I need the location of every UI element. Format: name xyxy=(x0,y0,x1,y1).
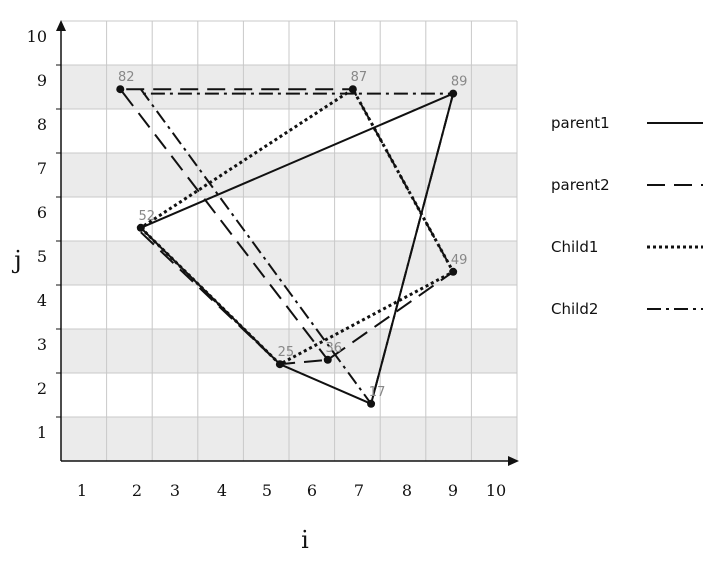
node-marker xyxy=(116,85,125,94)
x-tick-label: 9 xyxy=(448,481,458,500)
node-marker xyxy=(367,399,376,408)
y-tick-label: 6 xyxy=(37,203,47,222)
x-axis-title: i xyxy=(301,526,309,554)
x-tick-label: 7 xyxy=(354,481,364,500)
x-tick-label: 6 xyxy=(307,481,317,500)
x-tick-labels: 1 2 3 4 5 6 7 8 9 10 xyxy=(77,481,506,500)
x-tick-label: 4 xyxy=(217,481,227,500)
legend-label: parent2 xyxy=(551,176,610,194)
x-tick-label: 10 xyxy=(486,481,506,500)
y-axis-title: j xyxy=(11,246,21,274)
legend-label: Child1 xyxy=(551,238,598,256)
node-label: 17 xyxy=(369,385,386,400)
y-tick-label: 9 xyxy=(37,71,47,90)
x-tick-label: 1 xyxy=(77,481,87,500)
legend-label: parent1 xyxy=(551,114,610,132)
node-marker xyxy=(323,355,332,364)
x-axis-arrow xyxy=(508,456,519,466)
series-parent2 xyxy=(119,88,455,366)
y-axis-arrow xyxy=(56,20,66,31)
y-tick-label: 4 xyxy=(37,291,47,310)
plot-axes xyxy=(56,20,519,466)
y-tick-label: 5 xyxy=(37,247,47,266)
node-marker xyxy=(136,223,145,232)
node-marker xyxy=(449,89,458,98)
y-tick-label: 1 xyxy=(37,423,47,442)
node-label: 36 xyxy=(325,341,342,356)
node-label: 52 xyxy=(139,209,156,224)
node-label: 49 xyxy=(451,253,468,268)
node-marker xyxy=(348,85,357,94)
series-child2 xyxy=(139,88,455,405)
y-tick-label: 8 xyxy=(37,115,47,134)
node-marker xyxy=(275,360,284,369)
node-label: 82 xyxy=(118,70,135,85)
plot-grid xyxy=(61,20,518,461)
node-label: 87 xyxy=(351,70,368,85)
x-tick-label: 8 xyxy=(402,481,412,500)
node-marker xyxy=(449,267,458,276)
node-label: 25 xyxy=(278,345,295,360)
y-tick-label: 2 xyxy=(37,379,47,398)
series-child1 xyxy=(139,87,455,366)
node-label: 89 xyxy=(451,75,468,90)
y-tick-label: 7 xyxy=(37,159,47,178)
x-tick-label: 2 xyxy=(132,481,142,500)
y-tick-labels: 1 2 3 4 5 6 7 8 9 10 xyxy=(27,27,47,442)
y-tick-label: 3 xyxy=(37,335,47,354)
x-tick-label: 3 xyxy=(170,481,180,500)
legend: parent1 parent2 Child1 Child2 xyxy=(551,114,703,318)
x-tick-label: 5 xyxy=(262,481,272,500)
node-markers: 82 87 89 52 49 25 36 17 xyxy=(116,70,467,408)
y-tick-label: 10 xyxy=(27,27,47,46)
legend-label: Child2 xyxy=(551,300,598,318)
